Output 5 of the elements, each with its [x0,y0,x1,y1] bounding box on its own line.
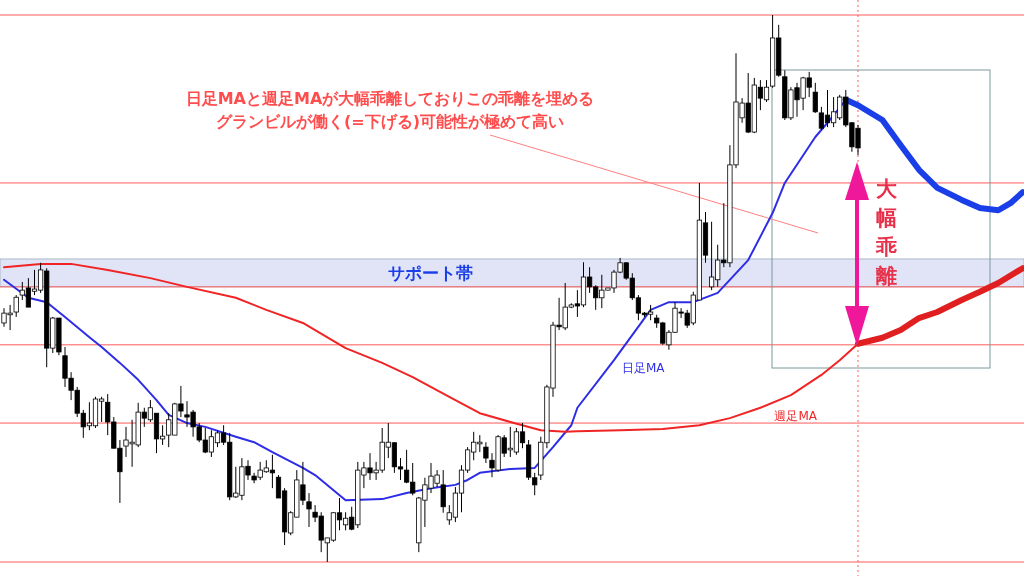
annotation: 大幅乖離 [874,177,898,288]
band-label: サポート帯 [387,262,473,283]
series-label: 日足MA [622,361,666,376]
series-label: 週足MA [774,408,818,423]
annotation: 日足MAと週足MAが大幅乖離しておりこの乖離を埋めるグランビルが働く(=下げる)可能性が極めて高い [185,89,595,131]
